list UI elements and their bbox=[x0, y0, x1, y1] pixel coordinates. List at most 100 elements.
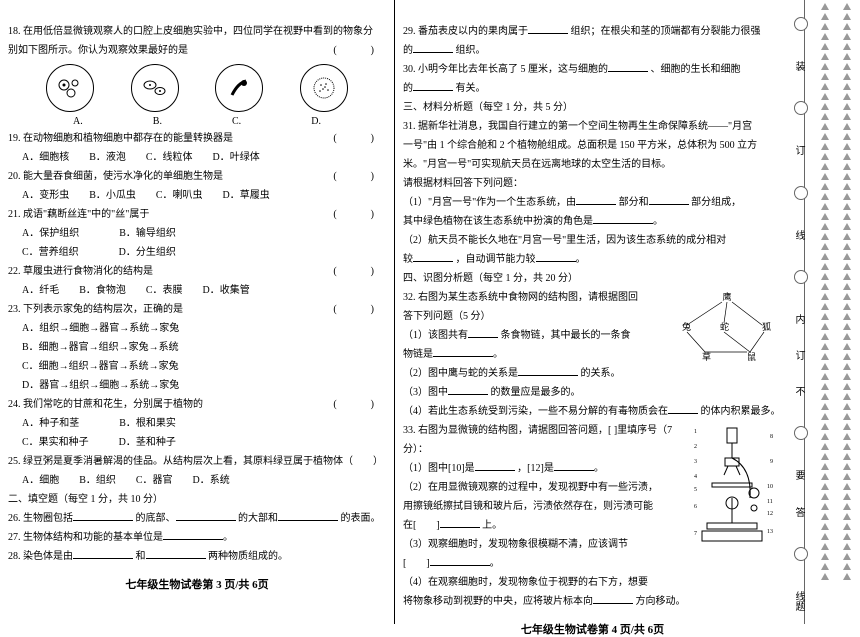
blank[interactable] bbox=[593, 213, 653, 224]
triangle-column bbox=[816, 0, 834, 624]
section-4-title: 四、识图分析题（每空 1 分，共 20 分） bbox=[403, 269, 782, 288]
q27: 27. 生物体结构和功能的基本单位是。 bbox=[8, 528, 386, 547]
svg-text:7: 7 bbox=[694, 531, 697, 537]
q18-circles bbox=[8, 60, 386, 116]
q31-sub2b: 较 ，自动调节能力较。 bbox=[403, 250, 782, 269]
q28: 28. 染色体是由 和 两种物质组成的。 bbox=[8, 547, 386, 566]
blank[interactable] bbox=[608, 61, 648, 72]
section-2-title: 二、填空题（每空 1 分，共 10 分） bbox=[8, 490, 386, 509]
q33-sub4b: 将物象移动到视野的中央，应将玻片标本向 方向移动。 bbox=[403, 592, 782, 611]
cell-d-icon bbox=[300, 64, 348, 112]
q31-3: 米。"月宫一号"可实现航天员在远离地球的太空生活的目标。 bbox=[403, 155, 782, 174]
knot-icon bbox=[794, 101, 808, 115]
q32-sub3: （3）图中 的数量应是最多的。 bbox=[403, 383, 782, 402]
cell-a-icon bbox=[46, 64, 94, 112]
q18-labels: A. B. C. D. bbox=[8, 116, 386, 129]
blank[interactable] bbox=[448, 384, 488, 395]
svg-text:6: 6 bbox=[694, 504, 697, 510]
q21-opts: A．保护组织 B．输导组织 bbox=[8, 224, 386, 243]
knot-icon bbox=[794, 547, 808, 561]
q23d: D．器官→组织→细胞→系统→家兔 bbox=[8, 376, 386, 395]
blank[interactable] bbox=[468, 327, 498, 338]
binding-strip: 装 订 线 内 订 不 要 答 线题 bbox=[790, 0, 860, 624]
q26: 26. 生物圈包括 的底部、 的大部和 的表面。 bbox=[8, 509, 386, 528]
blank[interactable] bbox=[163, 529, 223, 540]
q19: 19. 在动物细胞和植物细胞中都存在的能量转换器是( ) bbox=[8, 129, 386, 148]
svg-text:1: 1 bbox=[694, 429, 697, 435]
blank[interactable] bbox=[554, 460, 594, 471]
q33-sub4a: （4）在观察细胞时，发现物象位于视野的右下方，想要 bbox=[403, 573, 782, 592]
triangle-column bbox=[838, 0, 856, 624]
svg-text:草: 草 bbox=[702, 351, 711, 362]
q23c: C．细胞→组织→器官→系统→家兔 bbox=[8, 357, 386, 376]
paren: ( ) bbox=[333, 41, 386, 60]
svg-text:鹰: 鹰 bbox=[722, 291, 731, 302]
blank[interactable] bbox=[433, 346, 493, 357]
svg-text:8: 8 bbox=[770, 434, 773, 440]
svg-text:蛇: 蛇 bbox=[720, 321, 729, 332]
microscope-diagram: 123 456 8910 111213 7 bbox=[692, 423, 782, 553]
q31-sub1: （1）"月宫一号"作为一个生态系统，由 部分和 部分组成， bbox=[403, 193, 782, 212]
q18-line2: 别如下图所示。你认为观察效果最好的是 ( ) bbox=[8, 41, 386, 60]
q22: 22. 草履虫进行食物消化的结构是( ) bbox=[8, 262, 386, 281]
blank[interactable] bbox=[528, 23, 568, 34]
q24-opts2: C．果实和种子 D．茎和种子 bbox=[8, 433, 386, 452]
knot-icon bbox=[794, 186, 808, 200]
q24: 24. 我们常吃的甘蔗和花生，分别属于植物的( ) bbox=[8, 395, 386, 414]
knot-icon bbox=[794, 17, 808, 31]
page-footer-3: 七年级生物试卷第 3 页/共 6页 bbox=[8, 576, 386, 592]
blank[interactable] bbox=[668, 403, 698, 414]
page-4: 29. 番茄表皮以内的果肉属于 组织；在根尖和茎的顶端都有分裂能力很强 的 组织… bbox=[395, 0, 790, 624]
blank[interactable] bbox=[413, 80, 453, 91]
blank[interactable] bbox=[430, 555, 490, 566]
blank[interactable] bbox=[475, 460, 515, 471]
svg-text:3: 3 bbox=[694, 459, 697, 465]
svg-text:10: 10 bbox=[767, 484, 773, 490]
q19-opts: A．细胞核 B．液泡 C．线粒体 D．叶绿体 bbox=[8, 148, 386, 167]
q21: 21. 成语"藕断丝连"中的"丝"属于( ) bbox=[8, 205, 386, 224]
q33-sub3b: [ ]。 bbox=[403, 554, 782, 573]
q29-2: 的 组织。 bbox=[403, 41, 782, 60]
blank[interactable] bbox=[440, 517, 480, 528]
q31-sub2: （2）航天员不能长久地在"月宫一号"里生活，因为该生态系统的成分相对 bbox=[403, 231, 782, 250]
page-3: 18. 在用低倍显微镜观察人的口腔上皮细胞实验中，四位同学在视野中看到的物象分 … bbox=[0, 0, 395, 624]
blank[interactable] bbox=[413, 251, 453, 262]
q18-line1: 18. 在用低倍显微镜观察人的口腔上皮细胞实验中，四位同学在视野中看到的物象分 bbox=[8, 22, 386, 41]
q23: 23. 下列表示家兔的结构层次，正确的是( ) bbox=[8, 300, 386, 319]
q29: 29. 番茄表皮以内的果肉属于 组织；在根尖和茎的顶端都有分裂能力很强 bbox=[403, 22, 782, 41]
blank[interactable] bbox=[73, 510, 133, 521]
q21-opts2: C．营养组织 D．分生组织 bbox=[8, 243, 386, 262]
blank[interactable] bbox=[649, 194, 689, 205]
cell-c-icon bbox=[215, 64, 263, 112]
cell-b-icon bbox=[131, 64, 179, 112]
food-web-diagram: 鹰 兔 蛇 狐 草 鼠 bbox=[672, 290, 782, 370]
svg-text:11: 11 bbox=[767, 499, 773, 505]
svg-text:兔: 兔 bbox=[682, 321, 691, 332]
q22-opts: A．纤毛 B．食物泡 C．表膜 D．收集管 bbox=[8, 281, 386, 300]
svg-text:鼠: 鼠 bbox=[747, 351, 756, 362]
svg-text:狐: 狐 bbox=[762, 321, 771, 332]
knot-icon bbox=[794, 426, 808, 440]
blank[interactable] bbox=[146, 548, 206, 559]
q24-opts: A．种子和茎 B．根和果实 bbox=[8, 414, 386, 433]
svg-text:13: 13 bbox=[767, 529, 773, 535]
blank[interactable] bbox=[176, 510, 236, 521]
q25-opts: A．细胞 B．组织 C．器官 D．系统 bbox=[8, 471, 386, 490]
q30: 30. 小明今年比去年长高了 5 厘米，这与细胞的 、细胞的生长和细胞 bbox=[403, 60, 782, 79]
blank[interactable] bbox=[73, 548, 133, 559]
blank[interactable] bbox=[278, 510, 338, 521]
blank[interactable] bbox=[518, 365, 578, 376]
blank[interactable] bbox=[536, 251, 576, 262]
section-3-title: 三、材料分析题（每空 1 分，共 5 分） bbox=[403, 98, 782, 117]
svg-text:12: 12 bbox=[767, 511, 773, 517]
q31-2: 一号"由 1 个综合舱和 2 个植物舱组成。总面积是 150 平方米，总体积为 … bbox=[403, 136, 782, 155]
blank[interactable] bbox=[413, 42, 453, 53]
q23a: A．组织→细胞→器官→系统→家兔 bbox=[8, 319, 386, 338]
svg-text:2: 2 bbox=[694, 444, 697, 450]
q31-4: 请根据材料回答下列问题： bbox=[403, 174, 782, 193]
q31-sub1b: 其中绿色植物在该生态系统中扮演的角色是。 bbox=[403, 212, 782, 231]
blank[interactable] bbox=[593, 593, 633, 604]
blank[interactable] bbox=[576, 194, 616, 205]
svg-text:9: 9 bbox=[770, 459, 773, 465]
q31-1: 31. 据新华社消息，我国自行建立的第一个空间生物再生生命保障系统——"月宫 bbox=[403, 117, 782, 136]
